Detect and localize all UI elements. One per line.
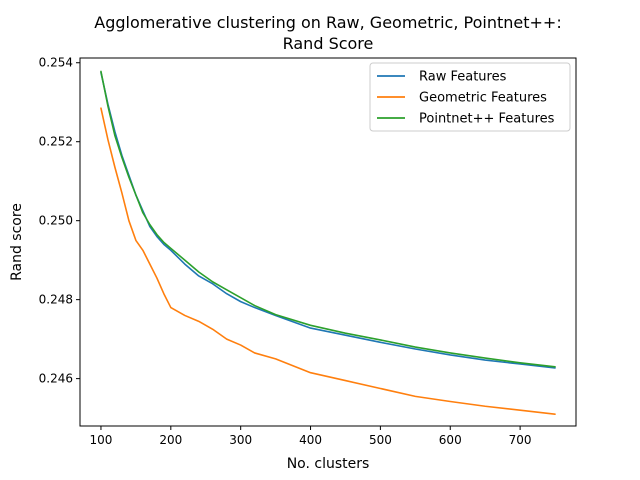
y-axis: 0.246 0.248 0.250 0.252 0.254: [39, 56, 80, 386]
legend-box: [369, 62, 571, 132]
x-axis-label: No. clusters: [287, 456, 370, 472]
x-tick-label: 700: [509, 433, 532, 447]
plot-frame: [79, 57, 577, 427]
series-line-2: [100, 70, 556, 368]
y-axis-label: Rand score: [9, 203, 25, 281]
x-tick-label: 200: [159, 433, 182, 447]
y-tick-label: 0.250: [39, 214, 73, 228]
y-tick-label: 0.248: [39, 293, 73, 307]
legend-label-2: Pointnet++ Features: [419, 112, 555, 127]
legend-label-0: Raw Features: [419, 70, 507, 85]
x-tick-label: 400: [299, 433, 322, 447]
x-tick-label: 600: [439, 433, 462, 447]
legend-label-1: Geometric Features: [419, 91, 547, 106]
y-tick-label: 0.254: [39, 56, 73, 70]
series-line-1: [100, 107, 556, 415]
x-tick-label: 500: [369, 433, 392, 447]
x-axis: 100 200 300 400 500 600 700: [90, 426, 532, 447]
chart-title-line-2: Rand Score: [283, 34, 374, 53]
chart-title-line-1: Agglomerative clustering on Raw, Geometr…: [94, 13, 561, 32]
y-tick-label: 0.252: [39, 135, 73, 149]
legend: Raw Features Geometric Features Pointnet++…: [369, 62, 571, 132]
x-tick-label: 100: [90, 433, 113, 447]
x-tick-label: 300: [229, 433, 252, 447]
y-tick-label: 0.246: [39, 372, 73, 386]
plot-area: [100, 70, 556, 415]
